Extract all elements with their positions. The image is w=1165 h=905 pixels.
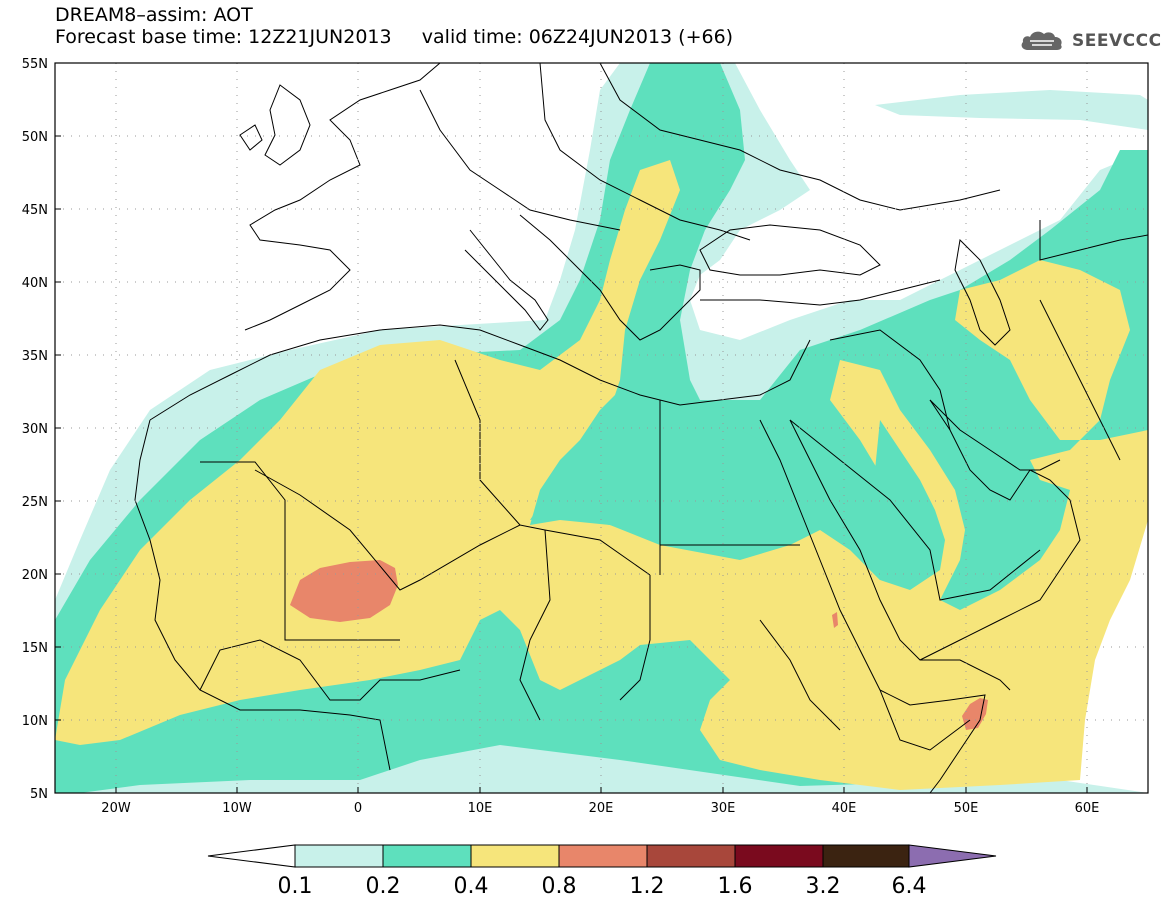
aot-band-0.8-1.2-somalia bbox=[962, 698, 988, 730]
border-iraq-iran bbox=[829, 329, 951, 431]
lat-label: 45N bbox=[22, 203, 48, 218]
lat-label: 15N bbox=[22, 641, 48, 656]
border-europe-north bbox=[599, 63, 1001, 211]
coastline-arabia bbox=[919, 399, 1081, 661]
colorbar-high-arrow bbox=[908, 844, 997, 868]
colorbar-low-arrow bbox=[207, 844, 296, 868]
lon-label: 40E bbox=[832, 801, 857, 816]
colorbar bbox=[207, 844, 997, 868]
lat-label: 50N bbox=[22, 130, 48, 145]
logo-text: SEEVCCC bbox=[1072, 31, 1162, 51]
lat-label: 20N bbox=[22, 568, 48, 583]
coastline-redsea-east bbox=[789, 419, 1011, 691]
lat-label: 30N bbox=[22, 422, 48, 437]
lat-label: 25N bbox=[22, 495, 48, 510]
colorbar-label: 6.4 bbox=[892, 874, 927, 899]
lon-label: 60E bbox=[1075, 801, 1100, 816]
colorbar-label: 1.6 bbox=[718, 874, 753, 899]
border-europe-central bbox=[419, 89, 621, 231]
lon-label: 10W bbox=[222, 801, 252, 816]
border-chad-sudan bbox=[619, 575, 651, 701]
aot-band-0.1-0.2-north bbox=[875, 90, 1148, 130]
chart-title: DREAM8–assim: AOT bbox=[55, 4, 253, 26]
border-sahel-line bbox=[254, 469, 651, 591]
aot-contour-layers bbox=[55, 63, 1148, 793]
coastline-horn-africa bbox=[879, 689, 986, 793]
lon-label: 50E bbox=[954, 801, 979, 816]
lat-label: 5N bbox=[30, 787, 48, 802]
coastline-west-africa bbox=[134, 419, 391, 771]
border-algeria-libya bbox=[454, 359, 521, 526]
lat-label: 40N bbox=[22, 276, 48, 291]
border-west-africa-south bbox=[199, 639, 461, 701]
coastline-europe-atlantic bbox=[244, 63, 441, 331]
coastlines bbox=[134, 63, 1148, 793]
axis-ticks bbox=[55, 62, 1088, 794]
colorbar-label: 0.1 bbox=[278, 874, 313, 899]
colorbar-labels: 0.1 0.2 0.4 0.8 1.2 1.6 3.2 6.4 bbox=[278, 874, 927, 899]
lat-label: 55N bbox=[22, 57, 48, 72]
lat-label: 35N bbox=[22, 349, 48, 364]
border-turkey bbox=[700, 279, 941, 306]
colorbar-label: 0.2 bbox=[366, 874, 401, 899]
colorbar-swatch bbox=[822, 844, 910, 868]
colorbar-label: 3.2 bbox=[806, 874, 841, 899]
border-central-asia bbox=[1039, 220, 1148, 261]
coastline-balkans bbox=[519, 214, 701, 341]
colorbar-label: 0.4 bbox=[454, 874, 489, 899]
colorbar-label: 0.8 bbox=[542, 874, 577, 899]
colorbar-label: 1.2 bbox=[630, 874, 665, 899]
seevccc-logo: SEEVCCC bbox=[1018, 26, 1162, 56]
lon-label: 20W bbox=[101, 801, 131, 816]
coastline-blacksea bbox=[699, 224, 881, 276]
lon-label: 20E bbox=[589, 801, 614, 816]
aot-band-0.2-0.4-arabia bbox=[860, 420, 945, 590]
colorbar-swatch bbox=[734, 844, 824, 868]
coastline-italy bbox=[464, 229, 549, 331]
coastline-caspian bbox=[954, 238, 1011, 346]
lon-label: 0 bbox=[354, 801, 362, 816]
border-europe-east bbox=[539, 63, 751, 241]
colorbar-swatch bbox=[470, 844, 560, 868]
map-gridlines bbox=[55, 63, 1148, 793]
aot-band-0.2-0.4-egypt bbox=[530, 390, 810, 550]
aot-band-0.8-1.2-sahara bbox=[290, 560, 398, 622]
lat-labels: 55N 50N 45N 40N 35N 30N 25N 20N 15N 10N … bbox=[22, 57, 48, 802]
forecast-time-subtitle: Forecast base time: 12Z21JUN2013 valid t… bbox=[55, 26, 734, 48]
border-niger-chad bbox=[519, 529, 551, 721]
border-iran-east bbox=[1039, 299, 1121, 461]
border-ethiopia-somalia bbox=[879, 689, 971, 751]
aot-band-0.4-0.8 bbox=[55, 160, 1148, 790]
lon-labels: 20W 10W 0 10E 20E 30E 40E 50E 60E bbox=[101, 801, 1099, 816]
colorbar-swatch bbox=[558, 844, 648, 868]
coastline-north-africa bbox=[149, 324, 811, 421]
lon-label: 30E bbox=[711, 801, 736, 816]
coastline-ireland bbox=[239, 124, 263, 151]
colorbar-swatch bbox=[646, 844, 736, 868]
cloud-icon bbox=[1021, 31, 1062, 50]
coastline-britain bbox=[264, 84, 311, 166]
border-sudan-ethiopia bbox=[759, 619, 841, 731]
border-saudi bbox=[789, 419, 1041, 601]
aot-band-0.8-1.2-redsea bbox=[832, 612, 838, 628]
lat-label: 10N bbox=[22, 714, 48, 729]
coastline-persian-gulf bbox=[929, 399, 1061, 471]
lon-label: 10E bbox=[468, 801, 493, 816]
colorbar-swatch bbox=[382, 844, 472, 868]
coastline-redsea-west bbox=[759, 419, 881, 691]
colorbar-swatch bbox=[294, 844, 384, 868]
